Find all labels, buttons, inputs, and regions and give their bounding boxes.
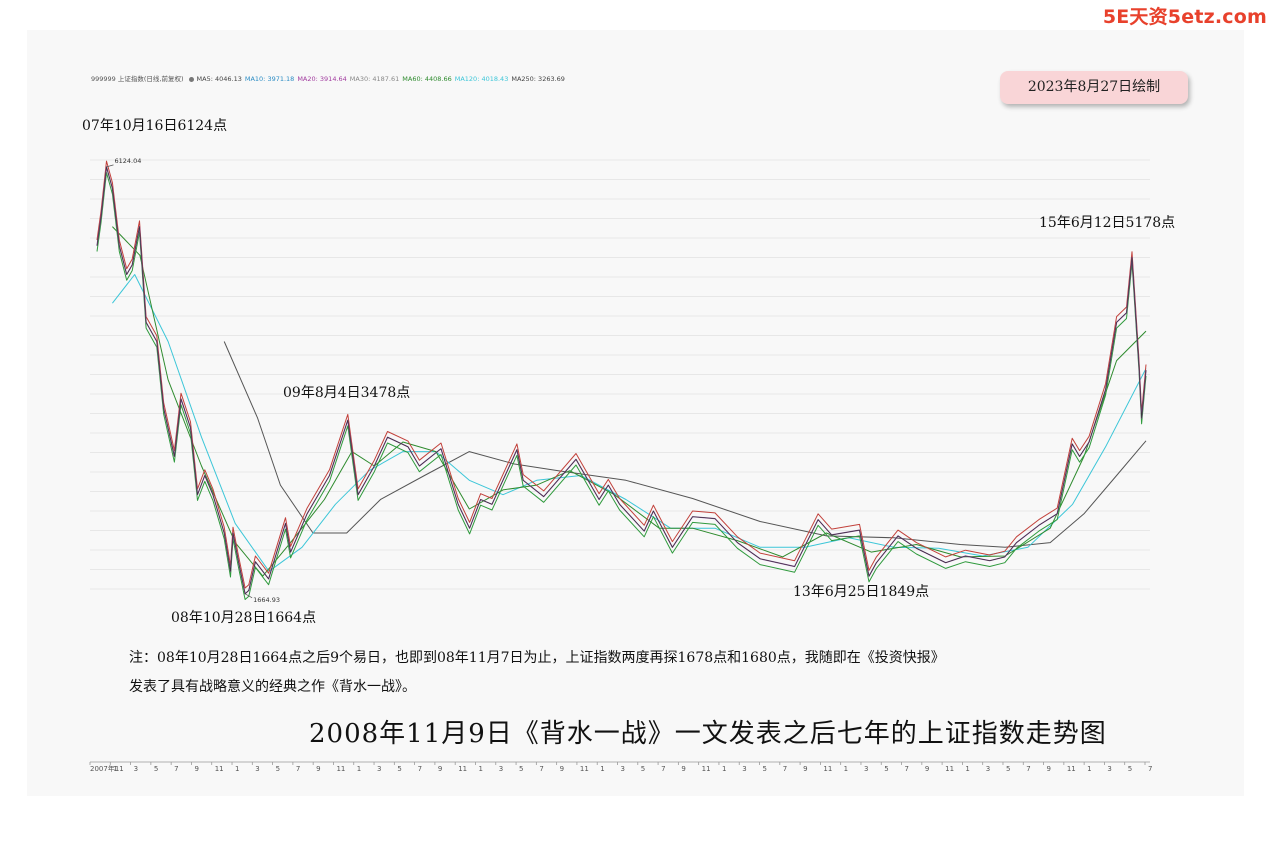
x-tick-label: 11 [945,765,954,773]
footnote: 注：08年10月28日1664点之后9个易日，也即到08年11月7日为止，上证指… [129,644,1129,702]
legend-item: 999999 上证指数(日线,前复权) [91,75,184,83]
x-tick-label: 7 [661,765,665,773]
x-tick-label: 5 [884,765,888,773]
x-tick-label: 7 [418,765,422,773]
annotation-peak-2015: 15年6月12日5178点 [1039,215,1176,231]
x-tick-label: 5 [1128,765,1132,773]
x-tick-label: 9 [803,765,807,773]
price-lines [96,160,1147,600]
ma250-series [223,341,1147,548]
x-tick-label: 7 [905,765,909,773]
x-tick-label: 3 [621,765,625,773]
x-tick-label: 5 [763,765,767,773]
x-tick-label: 5 [154,765,158,773]
x-tick-label: 3 [1107,765,1111,773]
legend-item: MA30: 4187.61 [349,75,400,83]
grid-lines [90,159,1150,590]
x-tick-label: 7 [783,765,787,773]
x-tick-label: 3 [742,765,746,773]
x-tick-label: 11 [823,765,832,773]
ma120-line [112,274,1147,572]
x-tick-label: 5 [276,765,280,773]
settings-dot-icon [188,76,194,82]
x-tick-label: 1 [844,765,848,773]
ma250-line [223,341,1147,548]
footnote-line-2: 发表了具有战略意义的经典之作《背水一战》。 [129,679,416,695]
x-tick-label: 5 [641,765,645,773]
legend-item: MA5: 4046.13 [196,75,242,83]
x-tick-label: 3 [499,765,503,773]
x-tick-label: 9 [438,765,442,773]
x-tick-label: 9 [681,765,685,773]
x-tick-label: 7 [1148,765,1152,773]
price-close-series [96,166,1147,595]
x-tick-label: 9 [194,765,198,773]
x-tick-label: 3 [864,765,868,773]
x-tick-label: 3 [377,765,381,773]
ma60-series [112,226,1147,577]
x-tick-label: 7 [539,765,543,773]
x-tick-label: 1 [722,765,726,773]
max-value-label-leader [106,164,114,168]
x-tick-label: 2007年11 [90,764,124,773]
annotation-low-2013: 13年6月25日1849点 [793,584,930,600]
point-labels: 6124.04 1664.93 [106,157,280,604]
ma60-line [112,226,1147,577]
max-value-label: 6124.04 [115,157,142,165]
min-value-label-leader [244,593,253,599]
x-tick-label: 5 [397,765,401,773]
x-tick-label: 1 [357,765,361,773]
legend-item: MA120: 4018.43 [454,75,509,83]
x-tick-label: 9 [925,765,929,773]
price-series [96,166,1147,595]
price-lower-band [96,172,1147,600]
footnote-line-1: 注：08年10月28日1664点之后9个易日，也即到08年11月7日为止，上证指… [129,650,945,666]
x-tick-label: 11 [458,765,467,773]
x-tick-label: 9 [560,765,564,773]
x-tick-label: 3 [255,765,259,773]
ma-legend: 999999 上证指数(日线,前复权) MA5: 4046.13 MA10: 397… [91,73,568,83]
x-tick-label: 3 [134,765,138,773]
x-tick-label: 9 [316,765,320,773]
x-tick-label: 1 [1087,765,1091,773]
x-tick-label: 7 [296,765,300,773]
x-tick-label: 1 [478,765,482,773]
x-tick-label: 3 [986,765,990,773]
price-upper-band [96,160,1147,589]
min-value-label: 1664.93 [253,596,280,604]
x-tick-label: 11 [702,765,711,773]
x-tick-label: 11 [580,765,589,773]
annotation-peak-2007: 07年10月16日6124点 [82,118,228,134]
site-watermark: 5E天资5etz.com [1102,6,1267,28]
x-tick-label: 11 [336,765,345,773]
x-tick-label: 9 [1047,765,1051,773]
x-tick-label: 1 [600,765,604,773]
legend-item: MA250: 3263.69 [511,75,565,83]
x-tick-label: 11 [215,765,224,773]
x-tick-label: 5 [1006,765,1010,773]
annotation-peak-2009: 09年8月4日3478点 [283,385,411,401]
x-tick-label: 1 [113,765,117,773]
x-tick-label: 7 [174,765,178,773]
legend-item: MA20: 3914.64 [297,75,347,83]
chart-title: 2008年11月9日《背水一战》一文发表之后七年的上证指数走势图 [309,719,1107,749]
x-tick-label: 7 [1026,765,1030,773]
ma120-series [112,274,1147,572]
legend-item: MA60: 4408.66 [402,75,452,83]
x-tick-label: 1 [235,765,239,773]
annotation-low-2008: 08年10月28日1664点 [171,610,317,626]
x-tick-label: 1 [965,765,969,773]
x-tick-label: 5 [519,765,523,773]
x-tick-label: 11 [1067,765,1076,773]
date-badge: 2023年8月27日绘制 [1000,71,1188,104]
legend-item: MA10: 3971.18 [244,75,295,83]
